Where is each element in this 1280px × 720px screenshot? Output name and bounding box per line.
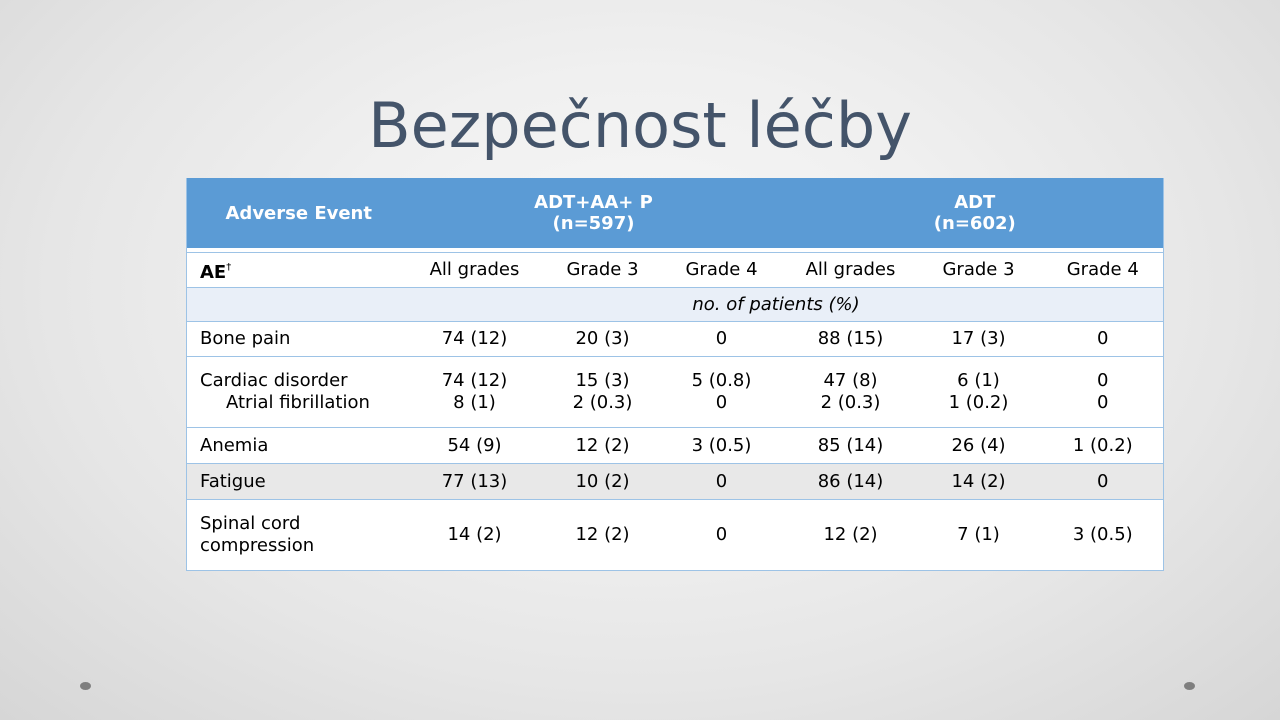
cell-subvalue: 2 (0.3) (572, 392, 633, 413)
table-cell: 47 (8) 2 (0.3) (786, 356, 915, 428)
table-cell: 10 (2) (548, 463, 657, 500)
table-cell: 1 (0.2) (1042, 427, 1164, 464)
header-spacer-row (186, 248, 1164, 253)
row-label-anemia: Anemia (186, 427, 401, 464)
group2-count: (n=602) (933, 213, 1016, 234)
col-header-grade4-2: Grade 4 (1042, 252, 1164, 288)
cell-value: 47 (8) (823, 370, 878, 391)
group2-name: ADT (954, 192, 996, 213)
table-row: Anemia 54 (9) 12 (2) 3 (0.5) 85 (14) 26 … (186, 427, 1164, 464)
table-cell: 85 (14) (786, 427, 915, 464)
cell-subvalue: 0 (1097, 392, 1109, 413)
cell-subvalue: 2 (0.3) (820, 392, 881, 413)
adverse-event-header: Adverse Event (186, 178, 401, 248)
table-row: Spinal cord compression 14 (2) 12 (2) 0 … (186, 499, 1164, 571)
cell-value: 5 (0.8) (691, 370, 752, 391)
table-cell: 12 (2) (548, 499, 657, 571)
group1-name: ADT+AA+ P (534, 192, 653, 213)
dagger-mark: † (226, 261, 232, 273)
table-cell: 88 (15) (786, 321, 915, 357)
col-header-grade3-2: Grade 3 (914, 252, 1043, 288)
compression-label: compression (200, 535, 315, 556)
cell-value: 15 (3) (575, 370, 630, 391)
row-label-fatigue: Fatigue (186, 463, 401, 500)
table-cell: 0 (1042, 463, 1164, 500)
table-cell: 7 (1) (914, 499, 1043, 571)
table-cell: 12 (2) (786, 499, 915, 571)
table-cell: 14 (2) (914, 463, 1043, 500)
table-cell: 74 (12) (400, 321, 549, 357)
cardiac-disorder-label: Cardiac disorder (200, 370, 348, 391)
row-label-cardiac-disorder: Cardiac disorder Atrial fibrillation (186, 356, 401, 428)
col-header-grade3-1: Grade 3 (548, 252, 657, 288)
table-cell: 0 (1042, 321, 1164, 357)
row-label-bone-pain: Bone pain (186, 321, 401, 357)
decorative-dot-left (80, 682, 91, 690)
table-cell: 77 (13) (400, 463, 549, 500)
table-group-header-row: Adverse Event ADT+AA+ P (n=597) ADT (n=6… (186, 178, 1164, 248)
table-row: Cardiac disorder Atrial fibrillation 74 … (186, 356, 1164, 428)
table-cell: 20 (3) (548, 321, 657, 357)
col-header-grade4-1: Grade 4 (656, 252, 787, 288)
table-cell: 0 (656, 321, 787, 357)
table-cell: 3 (0.5) (656, 427, 787, 464)
units-row: no. of patients (%) (186, 287, 1164, 322)
table-cell: 14 (2) (400, 499, 549, 571)
table-cell: 6 (1) 1 (0.2) (914, 356, 1043, 428)
row-label-spinal-cord-compression: Spinal cord compression (186, 499, 401, 571)
table-cell: 54 (9) (400, 427, 549, 464)
cell-subvalue: 8 (1) (453, 392, 496, 413)
group-header-adt: ADT (n=602) (786, 178, 1164, 248)
table-cell: 12 (2) (548, 427, 657, 464)
table-row: Fatigue 77 (13) 10 (2) 0 86 (14) 14 (2) … (186, 463, 1164, 500)
cell-subvalue: 1 (0.2) (948, 392, 1009, 413)
col-header-all-grades-1: All grades (400, 252, 549, 288)
table-cell: 0 (656, 463, 787, 500)
cell-value: 6 (1) (957, 370, 1000, 391)
table-cell: 86 (14) (786, 463, 915, 500)
atrial-fibrillation-label: Atrial fibrillation (226, 392, 370, 413)
spinal-cord-label: Spinal cord (200, 513, 301, 534)
units-label: no. of patients (%) (186, 287, 1164, 322)
table-cell: 26 (4) (914, 427, 1043, 464)
col-header-all-grades-2: All grades (786, 252, 915, 288)
ae-subheader: AE† (186, 252, 401, 288)
adverse-events-table: Adverse Event ADT+AA+ P (n=597) ADT (n=6… (186, 178, 1165, 571)
slide-title: Bezpečnost léčby (368, 89, 912, 162)
table-cell: 74 (12) 8 (1) (400, 356, 549, 428)
grade-subheader-row: AE† All grades Grade 3 Grade 4 All grade… (186, 252, 1164, 288)
table-cell: 0 (656, 499, 787, 571)
adverse-events-table-container: Adverse Event ADT+AA+ P (n=597) ADT (n=6… (186, 178, 1165, 571)
cell-value: 74 (12) (441, 370, 508, 391)
cell-value: 0 (1097, 370, 1109, 391)
cell-subvalue: 0 (715, 392, 728, 413)
group1-count: (n=597) (552, 213, 635, 234)
decorative-dot-right (1184, 682, 1195, 690)
table-cell: 3 (0.5) (1042, 499, 1164, 571)
table-cell: 15 (3) 2 (0.3) (548, 356, 657, 428)
ae-label: AE (200, 261, 227, 283)
table-cell: 17 (3) (914, 321, 1043, 357)
table-cell: 5 (0.8) 0 (656, 356, 787, 428)
table-row: Bone pain 74 (12) 20 (3) 0 88 (15) 17 (3… (186, 321, 1164, 357)
group-header-adt-aa-p: ADT+AA+ P (n=597) (400, 178, 787, 248)
